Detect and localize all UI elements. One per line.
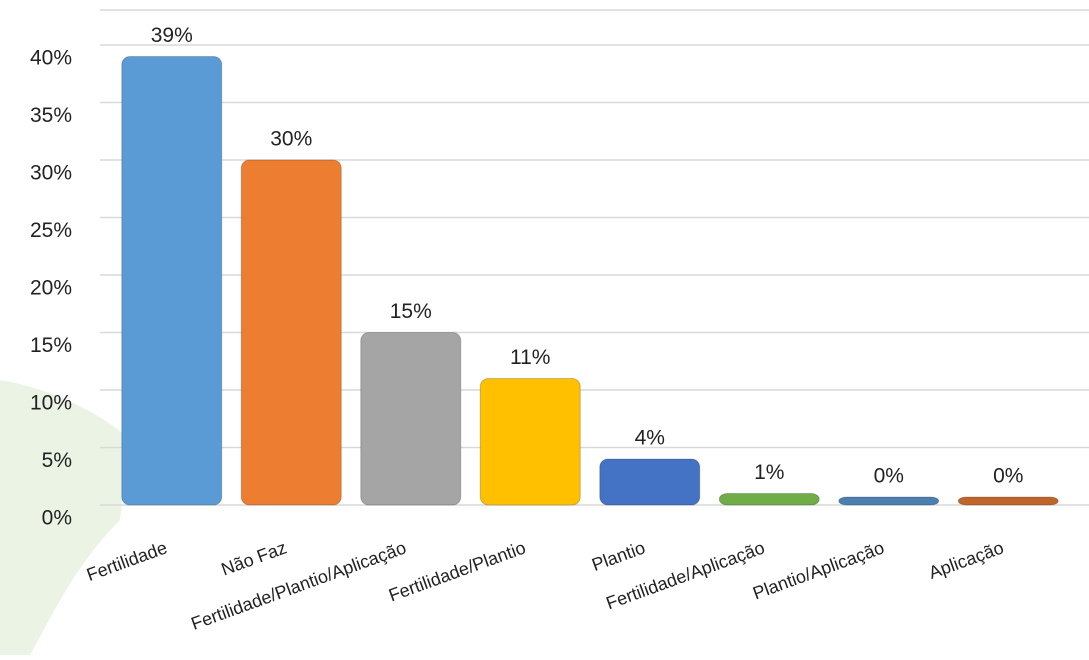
bar (718, 493, 820, 506)
y-tick-label: 35% (30, 104, 72, 127)
value-label: 4% (635, 427, 665, 450)
y-tick-label: 20% (30, 277, 72, 300)
value-label: 30% (270, 128, 312, 151)
value-label: 0% (993, 465, 1023, 488)
bar (121, 56, 223, 506)
x-tick-label: Não Faz (218, 537, 289, 579)
x-tick-label: Plantio (589, 537, 648, 575)
bar (599, 458, 701, 506)
y-tick-label: 25% (30, 219, 72, 242)
x-tick-label: Fertilidade/Plantio/Aplicação (188, 537, 408, 633)
x-tick-label: Aplicação (926, 537, 1006, 582)
bar (479, 378, 581, 506)
value-label: 15% (390, 300, 432, 323)
value-label: 11% (510, 346, 550, 369)
y-tick-label: 5% (42, 449, 72, 472)
y-tick-label: 15% (30, 334, 72, 357)
value-label: 1% (754, 461, 784, 484)
value-label: 39% (151, 24, 193, 47)
bar (240, 159, 342, 506)
y-tick-label: 10% (30, 392, 72, 415)
value-label: 0% (874, 465, 904, 488)
background-map (0, 380, 130, 655)
x-tick-label: Fertilidade/Plantio (386, 537, 528, 605)
x-tick-label: Plantio/Aplicação (750, 537, 887, 603)
bar (838, 496, 940, 506)
bar (957, 496, 1059, 506)
y-tick-label: 0% (42, 507, 72, 530)
y-tick-label: 30% (30, 162, 72, 185)
y-tick-label: 40% (30, 47, 72, 70)
bar (360, 332, 462, 506)
